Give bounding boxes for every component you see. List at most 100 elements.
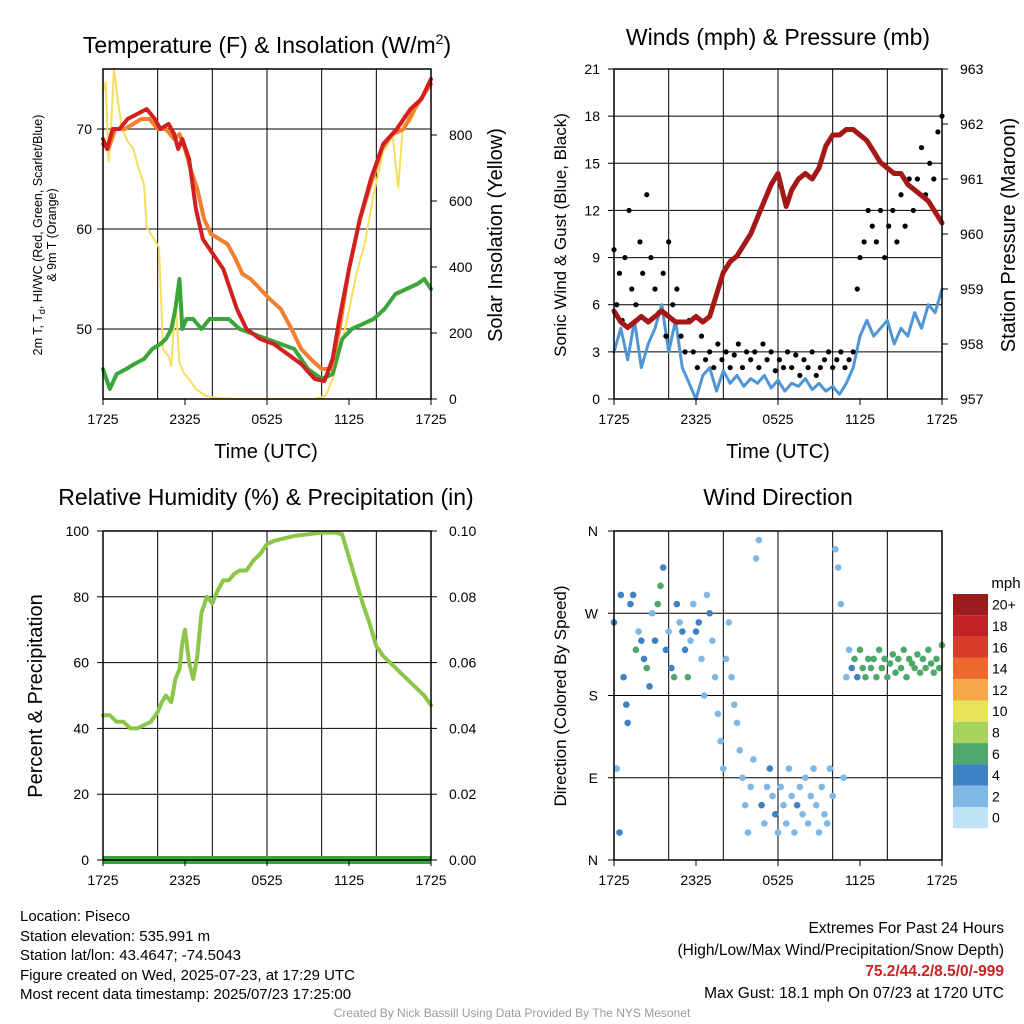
wind-direction-point [684,673,692,681]
wind-direction-point [785,765,793,772]
gust-point [731,352,737,358]
wind-direction-point [703,591,711,599]
wind-direction-point [629,591,637,599]
svg-text:2m T, Td, HI/WC (Red, Green, S: 2m T, Td, HI/WC (Red, Green, Scarlet/Blu… [31,115,47,356]
winds-y2-tick-label: 959 [960,281,984,297]
winds-y2-tick-label: 962 [960,116,984,132]
gust-point [764,357,770,363]
legend-label: 20+ [992,597,1016,613]
wind-direction-point [771,811,779,818]
temperature-left-axis-label: 2m T, Td, HI/WC (Red, Green, Scarlet/Blu… [31,115,59,356]
wind-direction-point [755,536,763,544]
wind-direction-point [657,582,664,590]
wind-direction-point [643,664,651,672]
temperature-x-tick-label: 1725 [87,411,118,427]
wind-direction-point [922,664,929,672]
wind-direction-point [654,600,662,608]
wind-direction-point [804,820,812,827]
gust-point [789,364,795,371]
winds-x-tick-label: 1125 [845,411,875,427]
station-latlon: Station lat/lon: 43.4647; -74.5043 [20,947,242,965]
wind-direction-point [706,609,713,617]
gust-point [914,176,921,182]
legend-label: 16 [992,639,1008,655]
gust-point [772,368,778,374]
wind-direction-point [848,664,856,672]
wind-direction-point [761,820,768,827]
gust-point [809,349,815,355]
gust-point [850,349,856,355]
wind-direction-point [894,655,902,663]
wind-direction-point [758,801,765,809]
direction-x-tick-label: 1725 [598,872,629,888]
gust-point [702,357,709,363]
wind-direction-point [709,637,716,644]
extremes-info: Extremes For Past 24 Hours (High/Low/Max… [678,918,1005,1004]
winds-y-tick-label: 21 [584,61,600,77]
winds-y-tick-label: 3 [592,344,600,360]
wind-direction-point [807,792,815,800]
gust-point [898,192,904,198]
gust-point [873,239,880,245]
wind-direction-point [903,673,910,681]
wind-direction-point [818,783,826,791]
wind-direction-point [648,609,656,617]
wind-direction-point [620,673,627,681]
wind-direction-point [638,637,645,644]
gust-point [854,286,860,292]
wind-direction-point [681,646,689,654]
gust-point [660,270,666,276]
temperature-y2-tick-label: 200 [449,325,473,341]
gust-point [793,352,799,358]
humidity-y-tick-label: 20 [73,786,89,802]
wind-direction-point [823,820,831,827]
wind-speed-color-legend: mph 20+ 18 16 14 12 10 8 6 4 2 0 [953,575,1021,829]
gust-point [776,357,782,363]
gust-point [629,286,635,292]
wind-direction-point [616,829,623,836]
direction-panel-title: Wind Direction [703,484,853,510]
extremes-values: 75.2/44.2/8.5/0/-999 [865,963,1004,980]
wind-direction-point [679,628,686,635]
wind-direction-point [711,673,719,681]
wind-direction-point [796,783,804,791]
gust-point [927,160,933,166]
gust-point [813,372,819,379]
wind-direction-point [856,646,864,654]
sonic-wind-line [612,287,944,401]
wind-direction-point [632,646,640,654]
wind-direction-point [659,564,667,571]
wind-direction-point [845,646,853,654]
wind-direction-point [695,619,703,626]
pressure-line [611,127,945,330]
winds-y2-tick-label: 961 [960,171,984,187]
wind-direction-point [802,774,809,782]
wind-direction-point [799,811,806,818]
gust-point [637,239,643,245]
gust-point [865,207,871,214]
station-elevation: Station elevation: 535.991 m [20,927,211,945]
direction-y-tick-label: N [588,852,598,868]
temperature-x-tick-label: 1725 [415,411,446,427]
wind-direction-point [617,591,625,599]
wind-direction-point [927,660,935,667]
wind-direction-point [870,655,877,663]
wind-direction-point [793,801,801,809]
humidity-y-tick-label: 60 [73,655,89,671]
winds-panel-title: Winds (mph) & Pressure (mb) [626,24,930,50]
humidity-panel: 0 20 40 60 80 100 0.00 0.02 0.04 0.06 0.08 0.10 1725… [66,523,477,888]
temperature-y-tick-label: 50 [76,321,92,337]
legend-swatch [953,764,988,786]
wind-direction-point [826,765,834,772]
gust-point [735,341,741,347]
legend-swatch [953,657,988,680]
wind-direction-point [722,655,730,663]
winds-x-label: Time (UTC) [726,441,830,463]
wind-direction-point [919,655,927,663]
wind-direction-point [853,673,861,681]
winds-y-tick-label: 6 [592,297,600,313]
humidity-y2-tick-label: 0.02 [449,786,476,802]
wind-direction-point [780,801,787,809]
gust-point [830,364,836,371]
wind-direction-point [881,655,888,663]
